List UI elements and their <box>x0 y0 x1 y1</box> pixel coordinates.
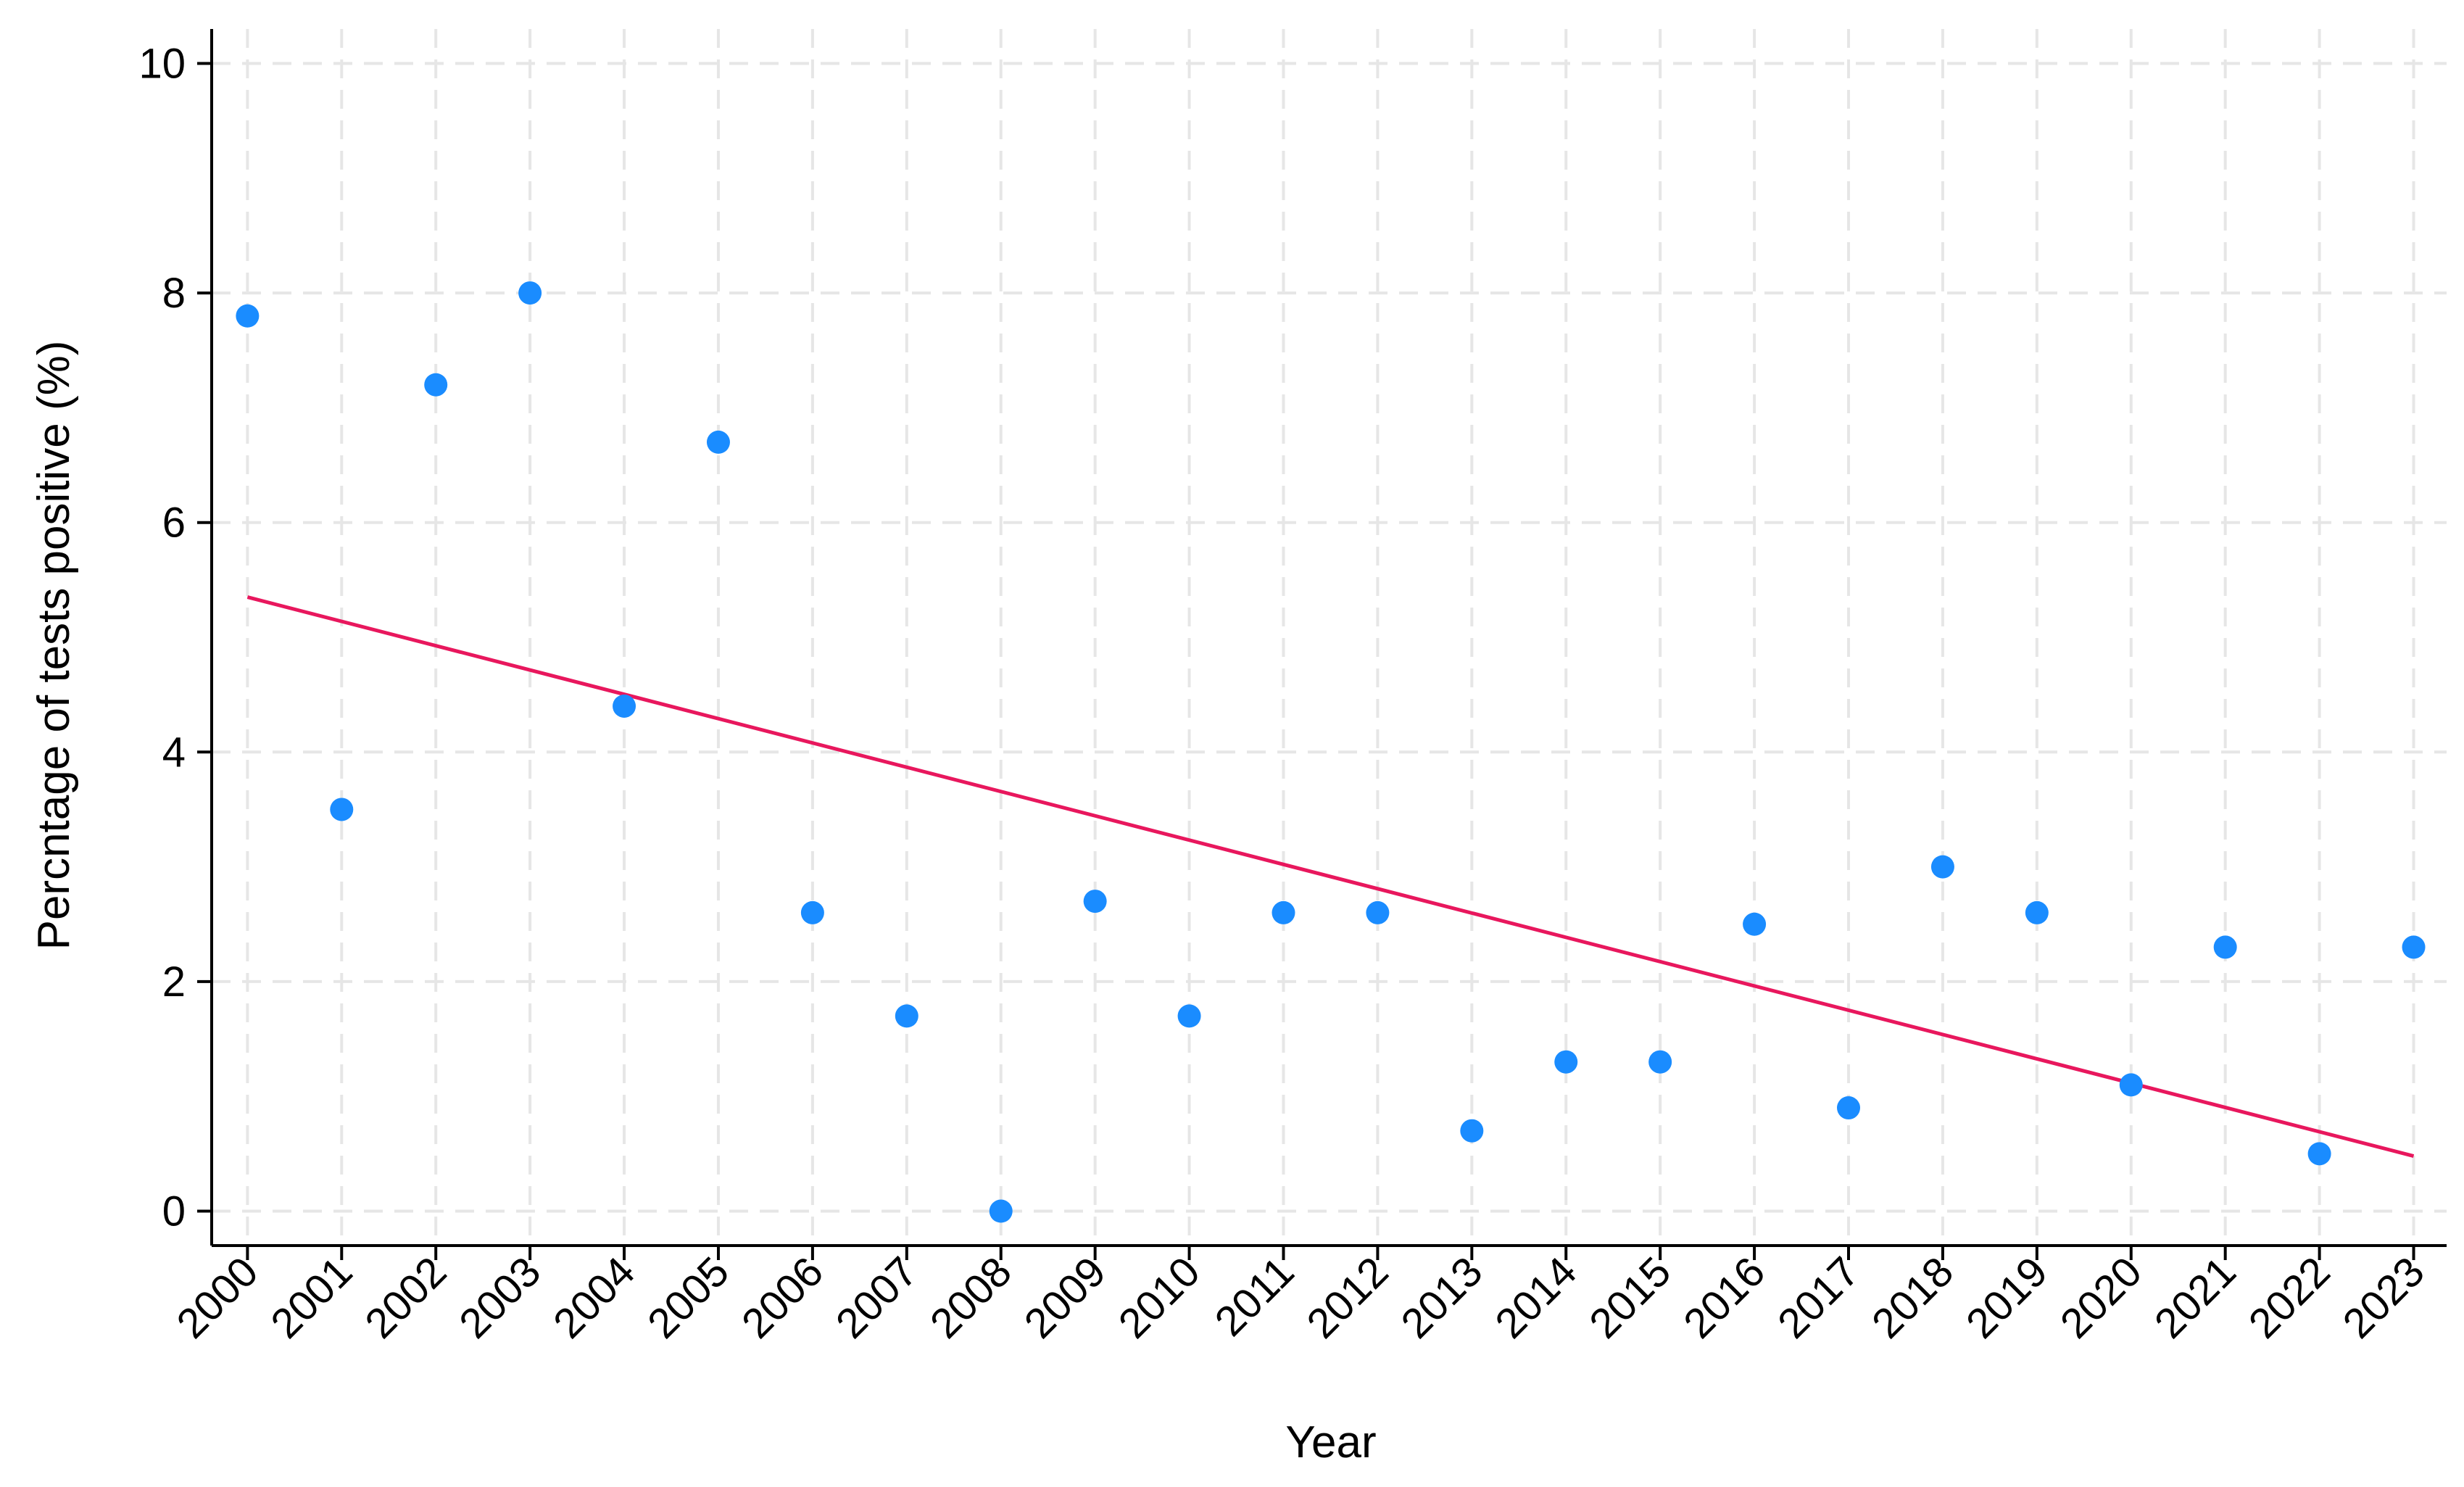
x-tick-label: 2019 <box>1957 1248 2057 1347</box>
x-tick-label: 2017 <box>1769 1248 1868 1347</box>
x-tick-label: 2001 <box>262 1248 361 1347</box>
data-point-2014 <box>1554 1050 1578 1074</box>
x-tick-label: 2002 <box>356 1248 455 1347</box>
data-point-2013 <box>1460 1119 1484 1143</box>
x-tick-label: 2010 <box>1110 1248 1209 1347</box>
data-point-2003 <box>518 281 542 305</box>
trend-layer <box>246 595 2415 1158</box>
labels-layer: Year Percntage of tests positive (%) 0 2 4… <box>29 40 2434 1467</box>
data-point-2001 <box>330 798 354 821</box>
y-tick-label: 10 <box>138 40 186 87</box>
y-tick-label: 8 <box>162 270 186 317</box>
x-tick-label: 2014 <box>1486 1248 1585 1347</box>
x-tick-label: 2007 <box>827 1248 926 1347</box>
x-tick-label: 2011 <box>1206 1248 1303 1345</box>
y-tick-label: 4 <box>162 729 186 776</box>
x-tick-label: 2018 <box>1863 1248 1962 1347</box>
x-tick-label: 2000 <box>167 1248 267 1347</box>
data-point-2023 <box>2402 935 2426 959</box>
data-point-2005 <box>706 430 730 454</box>
x-tick-label: 2023 <box>2334 1248 2434 1347</box>
y-axis-title: Percntage of tests positive (%) <box>29 341 79 950</box>
x-tick-label: 2013 <box>1392 1248 1491 1347</box>
points-layer <box>236 281 2426 1223</box>
data-point-2017 <box>1837 1096 1861 1120</box>
axes-layer <box>197 29 2447 1260</box>
x-tick-label: 2008 <box>921 1248 1021 1347</box>
data-point-2011 <box>1272 900 1295 924</box>
x-tick-label: 2015 <box>1580 1248 1680 1347</box>
data-point-2020 <box>2119 1073 2143 1097</box>
x-tick-label: 2012 <box>1298 1248 1397 1347</box>
data-point-2018 <box>1930 855 1954 879</box>
data-point-2022 <box>2307 1142 2331 1166</box>
y-tick-label: 2 <box>162 958 186 1006</box>
x-tick-label: 2003 <box>450 1248 549 1347</box>
data-point-2007 <box>895 1004 918 1028</box>
grid-layer <box>212 29 2447 1246</box>
x-tick-label: 2009 <box>1016 1248 1115 1347</box>
data-point-2004 <box>613 694 636 718</box>
x-tick-label: 2006 <box>733 1248 832 1347</box>
data-point-2010 <box>1177 1004 1201 1028</box>
data-point-2019 <box>2025 900 2049 924</box>
trend-line <box>246 595 2415 1158</box>
x-tick-label: 2016 <box>1675 1248 1774 1347</box>
data-point-2000 <box>236 304 260 328</box>
y-tick-label: 0 <box>162 1188 186 1235</box>
x-tick-label: 2022 <box>2240 1248 2339 1347</box>
x-axis-title: Year <box>1285 1417 1376 1467</box>
data-point-2021 <box>2213 935 2237 959</box>
data-point-2009 <box>1083 890 1107 914</box>
x-tick-label: 2021 <box>2146 1248 2245 1347</box>
data-point-2006 <box>800 900 824 924</box>
data-point-2002 <box>424 373 448 397</box>
x-tick-label: 2020 <box>2052 1248 2151 1347</box>
y-tick-label: 6 <box>162 500 186 547</box>
x-tick-label: 2004 <box>544 1248 644 1347</box>
data-point-2012 <box>1366 900 1390 924</box>
x-tick-label: 2005 <box>639 1248 738 1347</box>
data-point-2016 <box>1743 912 1767 936</box>
data-point-2015 <box>1648 1050 1672 1074</box>
data-point-2008 <box>989 1199 1013 1223</box>
